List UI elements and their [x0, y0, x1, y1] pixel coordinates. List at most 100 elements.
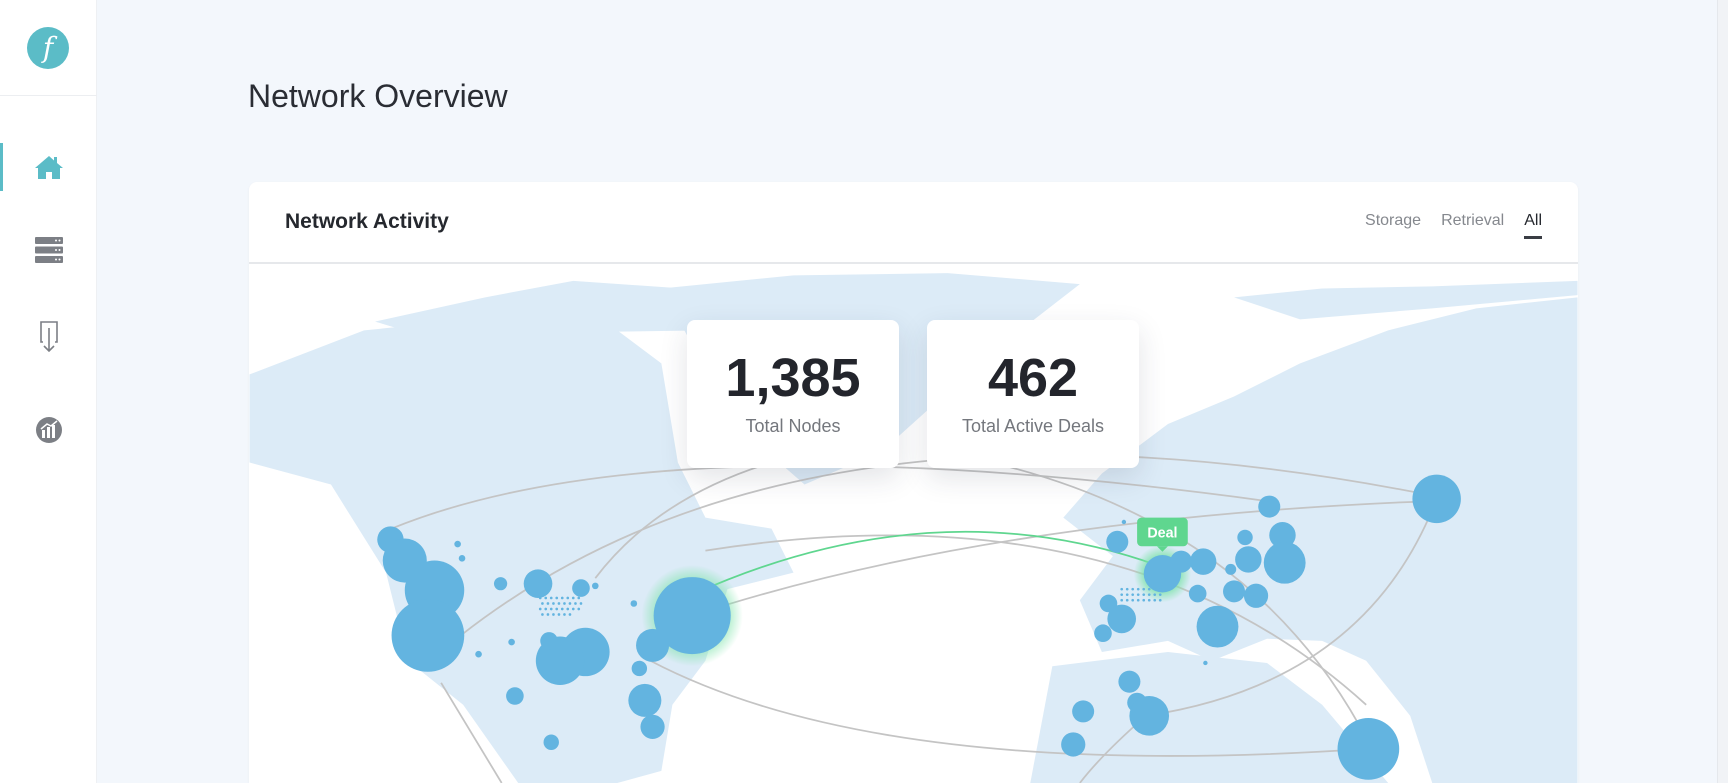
node-dot [568, 602, 572, 605]
node-dot [555, 596, 559, 600]
chart-circle-icon [35, 417, 62, 443]
continents [249, 273, 1578, 783]
deal-tooltip: Deal [1137, 517, 1188, 552]
node-bubble [1223, 580, 1246, 603]
activity-filter-tabs: Storage Retrieval All [1365, 212, 1542, 239]
node-bubble [1263, 541, 1306, 584]
node-dot [1120, 587, 1124, 591]
node-bubble [1258, 495, 1281, 518]
card-header: Network Activity Storage Retrieval All [249, 182, 1578, 264]
node-dot [571, 607, 575, 611]
north-america [249, 313, 794, 783]
node-dot [563, 613, 566, 616]
tab-storage[interactable]: Storage [1365, 212, 1422, 229]
node-bubble [591, 582, 599, 590]
node-dot [1142, 598, 1146, 602]
card-title: Network Activity [285, 210, 449, 233]
node-bubble [391, 599, 465, 672]
tab-retrieval[interactable]: Retrieval [1441, 212, 1505, 229]
node-bubble [508, 638, 515, 646]
node-bubble [1412, 474, 1461, 524]
node-bubble [1188, 584, 1207, 603]
node-dot [1136, 593, 1140, 597]
node-bubble [506, 687, 524, 705]
node-bubbles [377, 474, 1461, 780]
node-bubble [1243, 583, 1269, 608]
stat-value: 1,385 [725, 348, 861, 408]
node-dot [552, 602, 555, 605]
node-dot [1153, 593, 1157, 597]
deal-label: Deal [1147, 525, 1177, 541]
stat-label: Total Nodes [745, 416, 841, 436]
node-bubble [1107, 604, 1137, 634]
node-dot [1125, 598, 1129, 602]
node-bubble [1235, 546, 1262, 573]
stat-total-active-deals: 462 Total Active Deals [927, 320, 1139, 468]
sidebar-divider [0, 95, 97, 96]
node-dot [544, 607, 548, 611]
node-dot [577, 596, 581, 600]
node-dot [549, 596, 553, 600]
node-bubble [640, 714, 665, 739]
node-dot [1142, 587, 1146, 591]
node-bubble [1118, 670, 1141, 693]
sidebar-item-analytics[interactable] [0, 406, 97, 454]
node-bubble [1129, 696, 1170, 736]
node-dot [560, 596, 564, 600]
node-dot [1131, 593, 1135, 597]
node-dot [546, 602, 550, 605]
node-bubble [1225, 563, 1237, 575]
node-bubble [454, 540, 461, 548]
node-dot [541, 613, 544, 616]
node-dot [566, 607, 570, 611]
node-dot [544, 596, 548, 600]
stat-value: 462 [987, 348, 1079, 408]
page-title: Network Overview [248, 78, 508, 114]
home-icon [34, 156, 63, 179]
sidebar-item-storage[interactable] [0, 226, 97, 274]
node-bubble [475, 650, 482, 658]
node-dot [1147, 587, 1151, 591]
node-dot [1158, 587, 1162, 591]
node-dot [1142, 593, 1146, 597]
node-dot [557, 613, 561, 616]
node-dot [1125, 593, 1129, 597]
node-bubble [523, 569, 553, 598]
stat-total-nodes: 1,385 Total Nodes [687, 320, 899, 468]
node-dot [549, 607, 553, 611]
node-dot [1136, 587, 1140, 591]
node-bubble [628, 683, 662, 717]
node-bubble [1106, 530, 1129, 553]
node-bubble [458, 555, 466, 562]
node-dot [568, 613, 572, 616]
node-dot [1120, 593, 1124, 597]
node-dot [1131, 587, 1135, 591]
node-dot [563, 602, 566, 605]
node-dot [546, 613, 550, 616]
server-stack-icon [34, 237, 63, 263]
sidebar: f [0, 0, 97, 783]
node-bubble [1072, 700, 1095, 723]
sidebar-item-home[interactable] [0, 143, 97, 191]
node-dot [566, 596, 570, 600]
node-bubble [493, 577, 508, 591]
node-bubble [540, 632, 558, 650]
node-bubble [630, 600, 638, 607]
node-bubble [1196, 605, 1239, 648]
node-bubble [543, 734, 559, 750]
node-bubble [1269, 522, 1296, 549]
node-bubble [1170, 550, 1193, 573]
node-dot [577, 607, 581, 611]
node-dot [541, 602, 544, 605]
node-bubble [1189, 548, 1217, 575]
node-dot [1125, 587, 1129, 591]
stat-label: Total Active Deals [961, 416, 1105, 436]
arctic-north [1234, 280, 1578, 320]
node-dot [538, 607, 542, 611]
download-document-icon [39, 321, 58, 353]
tab-all[interactable]: All [1524, 212, 1542, 239]
scrollbar[interactable] [1717, 0, 1728, 783]
node-dot [1147, 598, 1151, 602]
filecoin-logo[interactable]: f [27, 27, 69, 69]
sidebar-item-retrieval[interactable] [0, 313, 97, 361]
